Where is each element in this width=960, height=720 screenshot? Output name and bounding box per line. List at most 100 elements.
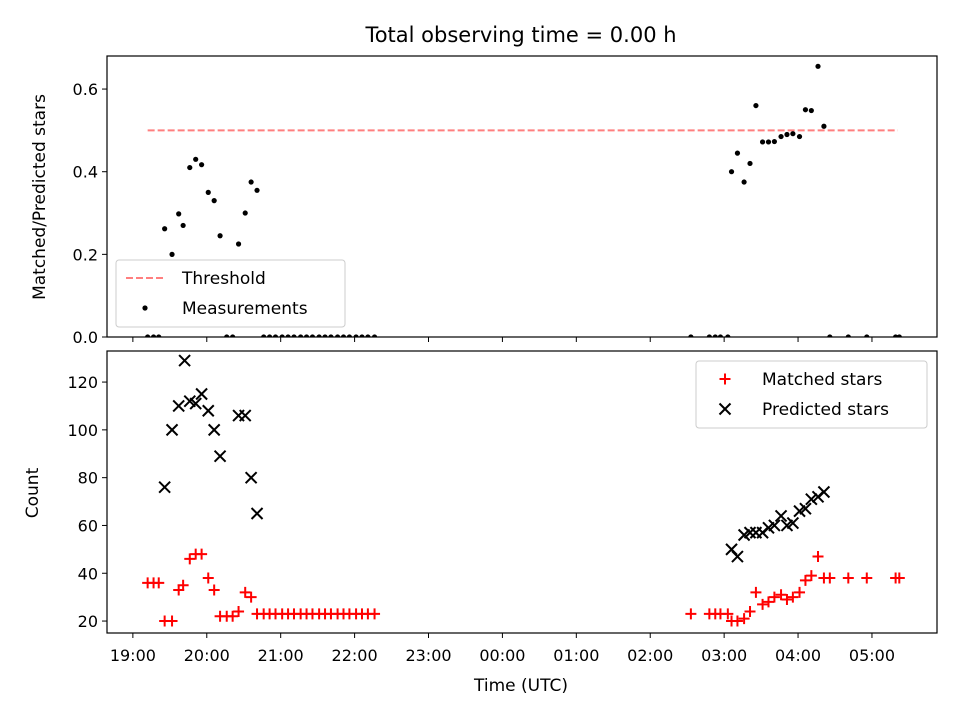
x-tick-label: 23:00 <box>405 646 451 665</box>
measurements-point <box>211 198 217 204</box>
x-tick-label: 02:00 <box>627 646 673 665</box>
bottom-y-tick-label: 40 <box>78 564 98 583</box>
measurements-point <box>261 334 267 337</box>
measurements-point <box>728 169 735 175</box>
matched-stars-point <box>787 591 799 603</box>
legend-matched-swatch <box>719 373 731 385</box>
predicted-stars-point <box>165 423 179 437</box>
matched-stars-point <box>369 608 381 620</box>
measurements-point <box>217 233 223 239</box>
bottom-y-tick-label: 20 <box>78 612 98 631</box>
predicted-stars-point <box>817 485 831 499</box>
matched-stars-point <box>750 586 762 598</box>
measurements-point <box>717 334 724 337</box>
matched-stars-point <box>233 605 245 617</box>
measurements-point <box>242 210 248 216</box>
measurements-point <box>235 241 242 247</box>
measurements-point <box>725 334 731 337</box>
matched-stars-point <box>794 586 806 598</box>
legend-measurements-swatch <box>142 305 148 311</box>
measurements-point <box>180 222 186 229</box>
measurements-point <box>187 164 193 171</box>
predicted-stars-point <box>202 404 215 417</box>
matched-stars-point <box>685 608 697 620</box>
predicted-stars-point <box>786 516 800 530</box>
bottom-y-tick-label: 60 <box>78 516 98 535</box>
top-y-axis-label: Matched/Predicted stars <box>30 94 50 300</box>
measurements-point <box>845 334 851 337</box>
measurements-point <box>162 226 168 232</box>
measurements-point <box>224 334 230 337</box>
legend-box <box>115 259 346 328</box>
x-tick-label: 05:00 <box>849 646 895 665</box>
bottom-y-axis-label: Count <box>23 467 43 518</box>
measurements-point <box>790 131 796 137</box>
measurements-point <box>230 334 236 337</box>
legend-box <box>695 360 928 429</box>
x-tick-label: 03:00 <box>701 646 747 665</box>
measurements-point <box>291 334 297 337</box>
measurements-point <box>759 139 766 145</box>
measurements-point <box>248 179 254 185</box>
measurements-point <box>778 133 784 140</box>
matched-stars-point <box>245 591 257 603</box>
x-tick-label: 22:00 <box>332 646 378 665</box>
matched-stars-point <box>196 548 208 560</box>
measurements-point <box>771 138 777 145</box>
predicted-stars-point <box>768 519 781 532</box>
bottom-subplot: 20 40 60 80 100 120 19:00 20:00 21:00 22:00 23:00 0… <box>67 350 938 665</box>
matched-stars-point <box>744 605 756 617</box>
matched-stars-point <box>227 610 239 622</box>
matched-stars-point <box>731 615 743 627</box>
measurements-point <box>285 334 291 337</box>
measurements-point <box>169 251 175 257</box>
legend-label: Measurements <box>182 299 308 319</box>
measurements-point <box>272 334 279 337</box>
matched-stars-point <box>768 591 780 603</box>
measurements-point <box>815 63 821 69</box>
matched-stars-point <box>824 572 836 584</box>
measurements-point <box>279 334 285 337</box>
matched-stars-point <box>775 589 787 601</box>
predicted-stars-point <box>172 399 185 413</box>
measurements-point <box>353 334 359 337</box>
measurements-point <box>267 334 273 337</box>
legend-predicted-swatch <box>718 402 732 416</box>
x-tick-label: 00:00 <box>479 646 525 665</box>
top-axes-frame <box>106 55 938 338</box>
top-plot-area <box>145 63 902 337</box>
measurements-point <box>765 139 772 145</box>
measurements-point <box>199 162 205 168</box>
top-y-tick-label: 0.6 <box>73 80 98 99</box>
measurements-point <box>802 107 809 113</box>
measurements-point <box>371 334 378 337</box>
measurements-point <box>734 150 741 156</box>
measurements-point <box>821 123 827 129</box>
x-tick-label: 20:00 <box>184 646 230 665</box>
top-y-tick-label: 0.0 <box>73 328 98 347</box>
bottom-y-tick-label: 80 <box>78 469 98 488</box>
measurements-point <box>741 179 747 185</box>
matched-stars-point <box>184 553 196 565</box>
measurements-point <box>316 334 322 337</box>
measurements-point <box>254 187 260 193</box>
bottom-y-tick-label: 120 <box>67 373 98 392</box>
predicted-stars-point <box>178 354 191 367</box>
measurements-point <box>176 211 182 217</box>
top-y-tick-label: 0.2 <box>73 245 98 264</box>
measurements-point <box>753 102 759 109</box>
matched-stars-point <box>722 608 734 620</box>
matched-stars-point <box>166 615 178 627</box>
measurements-point <box>784 131 790 138</box>
predicted-stars-point <box>239 409 252 422</box>
predicted-stars-point <box>195 387 208 401</box>
measurements-point <box>346 334 353 337</box>
matched-stars-point <box>893 572 905 584</box>
x-axis-label: Time (UTC) <box>473 676 568 696</box>
measurements-point <box>193 156 199 162</box>
measurements-point <box>156 334 162 337</box>
matched-stars-point <box>177 579 189 591</box>
x-tick-label: 21:00 <box>258 646 304 665</box>
